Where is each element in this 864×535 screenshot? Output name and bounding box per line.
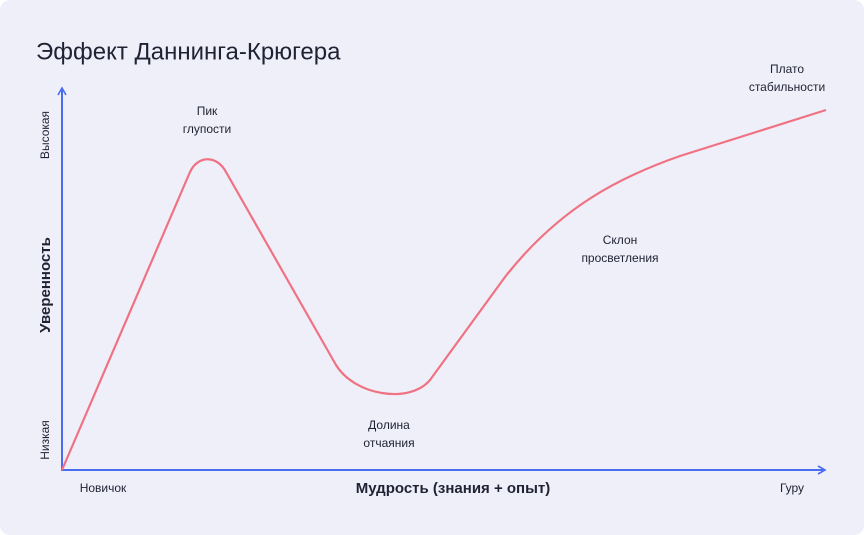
annotation: Плато: [770, 62, 804, 76]
annotation: стабильности: [749, 80, 825, 94]
y-high-label: Высокая: [38, 111, 52, 159]
annotation: глупости: [183, 122, 232, 136]
annotation: Склон: [603, 233, 638, 247]
x-axis-label: Мудрость (знания + опыт): [356, 480, 551, 497]
x-start-label: Новичок: [80, 481, 127, 495]
y-low-label: Низкая: [38, 420, 52, 460]
annotation: Долина: [368, 418, 410, 432]
annotation: отчаяния: [363, 436, 414, 450]
title: Эффект Даннинга-Крюгера: [36, 38, 341, 65]
y-axis-label: Уверенность: [37, 237, 54, 333]
x-end-label: Гуру: [780, 481, 804, 495]
annotation: просветления: [581, 251, 658, 265]
annotation: Пик: [197, 104, 218, 118]
curve: [60, 108, 827, 471]
